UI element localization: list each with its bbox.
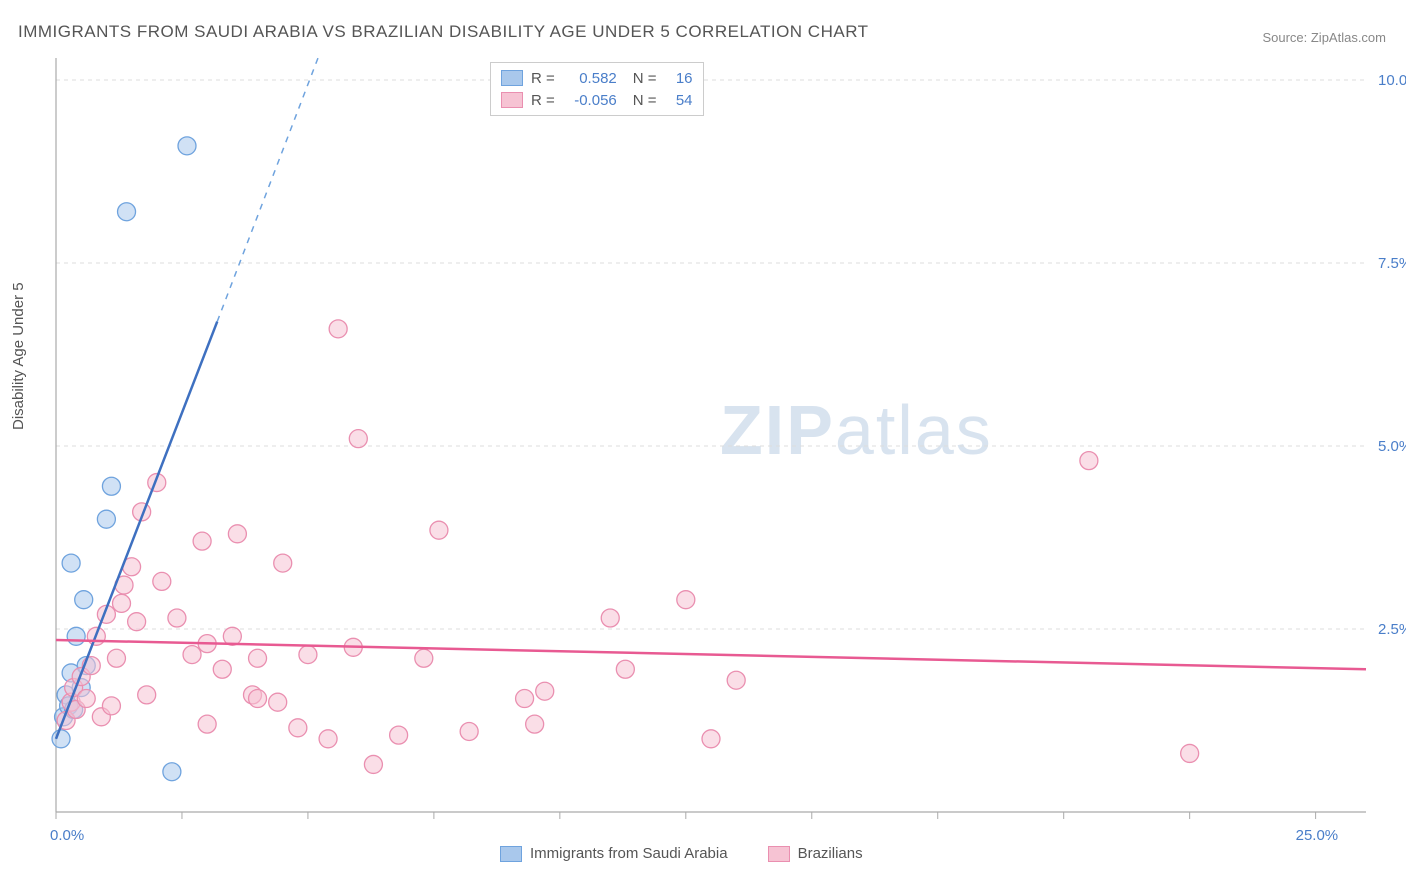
scatter-point (102, 697, 120, 715)
scatter-point (153, 572, 171, 590)
scatter-point (289, 719, 307, 737)
scatter-point (274, 554, 292, 572)
scatter-point (319, 730, 337, 748)
legend-n-value: 54 (665, 92, 693, 109)
scatter-point (183, 646, 201, 664)
scatter-point (193, 532, 211, 550)
scatter-point (198, 715, 216, 733)
scatter-point (77, 690, 95, 708)
legend-n-label: N = (633, 92, 657, 109)
scatter-point (415, 649, 433, 667)
legend-swatch (501, 70, 523, 86)
scatter-plot: 2.5%5.0%7.5%10.0%0.0%25.0% (48, 58, 1378, 818)
x-tick-label: 0.0% (50, 827, 84, 844)
legend-n-value: 16 (665, 70, 693, 87)
scatter-point (1080, 452, 1098, 470)
source-value: ZipAtlas.com (1311, 30, 1386, 45)
scatter-point (178, 137, 196, 155)
scatter-point (75, 591, 93, 609)
scatter-point (1181, 744, 1199, 762)
scatter-point (249, 690, 267, 708)
scatter-point (430, 521, 448, 539)
trend-line (56, 322, 217, 739)
y-tick-label: 2.5% (1378, 621, 1406, 638)
legend-swatch (768, 846, 790, 862)
scatter-point (163, 763, 181, 781)
chart-title: IMMIGRANTS FROM SAUDI ARABIA VS BRAZILIA… (18, 22, 869, 42)
scatter-point (364, 755, 382, 773)
scatter-point (601, 609, 619, 627)
legend-row: R = -0.056 N = 54 (501, 89, 693, 111)
scatter-point (118, 203, 136, 221)
scatter-point (52, 730, 70, 748)
legend-r-label: R = (531, 92, 555, 109)
legend-label: Brazilians (798, 845, 863, 862)
scatter-point (349, 430, 367, 448)
source-attribution: Source: ZipAtlas.com (1262, 30, 1386, 45)
chart-area: 2.5%5.0%7.5%10.0%0.0%25.0% (48, 58, 1378, 818)
scatter-point (213, 660, 231, 678)
scatter-point (107, 649, 125, 667)
legend-r-label: R = (531, 70, 555, 87)
scatter-point (727, 671, 745, 689)
scatter-point (97, 510, 115, 528)
scatter-point (299, 646, 317, 664)
correlation-legend: R = 0.582 N = 16 R = -0.056 N = 54 (490, 62, 704, 116)
scatter-point (677, 591, 695, 609)
legend-n-label: N = (633, 70, 657, 87)
scatter-point (228, 525, 246, 543)
y-tick-label: 7.5% (1378, 255, 1406, 272)
legend-item: Immigrants from Saudi Arabia (500, 845, 728, 862)
y-axis-label: Disability Age Under 5 (10, 282, 27, 430)
y-tick-label: 5.0% (1378, 438, 1406, 455)
scatter-point (102, 477, 120, 495)
scatter-point (702, 730, 720, 748)
legend-label: Immigrants from Saudi Arabia (530, 845, 728, 862)
scatter-point (516, 690, 534, 708)
source-label: Source: (1262, 30, 1310, 45)
legend-r-value: -0.056 (563, 92, 617, 109)
scatter-point (390, 726, 408, 744)
scatter-point (168, 609, 186, 627)
scatter-point (62, 554, 80, 572)
series-legend: Immigrants from Saudi Arabia Brazilians (500, 845, 863, 862)
scatter-point (67, 627, 85, 645)
scatter-point (269, 693, 287, 711)
scatter-point (249, 649, 267, 667)
legend-item: Brazilians (768, 845, 863, 862)
scatter-point (128, 613, 146, 631)
x-tick-label: 25.0% (1296, 827, 1339, 844)
legend-swatch (500, 846, 522, 862)
scatter-point (113, 594, 131, 612)
legend-row: R = 0.582 N = 16 (501, 67, 693, 89)
scatter-point (329, 320, 347, 338)
legend-r-value: 0.582 (563, 70, 617, 87)
scatter-point (616, 660, 634, 678)
y-tick-label: 10.0% (1378, 72, 1406, 89)
scatter-point (138, 686, 156, 704)
trend-line-dashed (217, 58, 318, 322)
legend-swatch (501, 92, 523, 108)
scatter-point (536, 682, 554, 700)
scatter-point (526, 715, 544, 733)
scatter-point (460, 722, 478, 740)
